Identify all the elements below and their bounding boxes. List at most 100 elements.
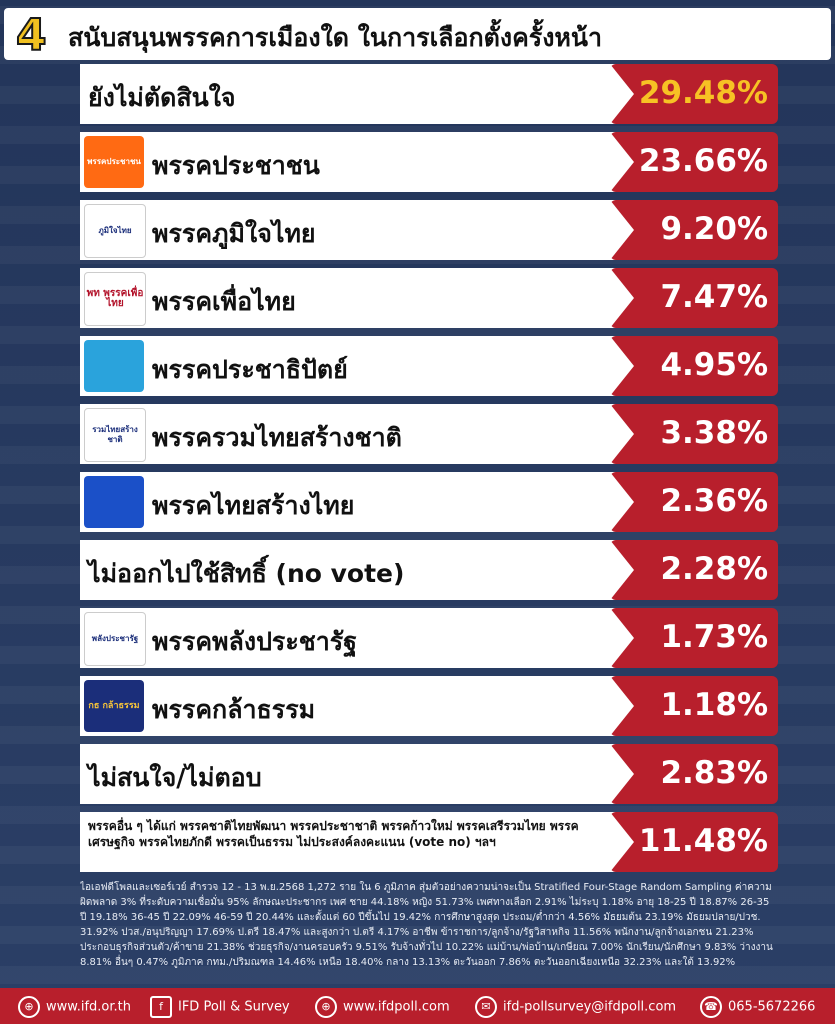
- result-row: พรรคไทยสร้างไทย 2.36%: [80, 472, 778, 532]
- row-label-panel: [80, 472, 640, 532]
- page-header: 4 สนับสนุนพรรคการเมืองใด ในการเลือกตั้งค…: [4, 8, 831, 62]
- row-label-panel: [80, 812, 640, 872]
- row-label-panel: [80, 132, 640, 192]
- row-label-panel: [80, 744, 640, 804]
- facebook-link[interactable]: f IFD Poll & Survey: [150, 996, 290, 1018]
- value-panel: [610, 812, 778, 872]
- category-label: ไม่ออกไปใช้สิทธิ์ (no vote): [88, 559, 405, 588]
- question-number: 4: [15, 9, 48, 62]
- globe-icon: ⊕: [315, 996, 337, 1018]
- party-logo-icon: พลังประชารัฐ: [84, 612, 146, 666]
- row-label-panel: [80, 64, 640, 124]
- result-row: ไม่ออกไปใช้สิทธิ์ (no vote) 2.28%: [80, 540, 778, 600]
- result-row: พรรคอื่น ๆ ได้แก่ พรรคชาติไทยพัฒนา พรรคป…: [80, 812, 778, 872]
- website-text: www.ifd.or.th: [46, 999, 131, 1015]
- party-logo-icon: พท พรรคเพื่อไทย: [84, 272, 146, 326]
- arrow-notch: [610, 132, 634, 192]
- arrow-notch: [610, 336, 634, 396]
- value-panel: [610, 540, 778, 600]
- party-logo-icon: [84, 476, 144, 528]
- party-logo-text: [84, 340, 144, 392]
- party-logo-text: พท พรรคเพื่อไทย: [86, 288, 144, 309]
- value-panel: [610, 64, 778, 124]
- row-label-panel: [80, 200, 640, 260]
- value-label: 7.47%: [660, 279, 768, 315]
- value-label: 23.66%: [638, 143, 768, 179]
- value-panel: [610, 336, 778, 396]
- value-panel: [610, 132, 778, 192]
- poll-site-link[interactable]: ⊕ www.ifdpoll.com: [315, 996, 450, 1018]
- row-label-panel: [80, 404, 640, 464]
- row-label-panel: [80, 540, 640, 600]
- category-label: พรรคเพื่อไทย: [152, 287, 296, 316]
- party-logo-icon: พรรคประชาชน: [84, 136, 144, 188]
- arrow-notch: [610, 200, 634, 260]
- party-logo-icon: รวมไทยสร้างชาติ: [84, 408, 146, 462]
- arrow-notch: [610, 608, 634, 668]
- value-label: 2.83%: [660, 755, 768, 791]
- party-logo-text: พลังประชารัฐ: [91, 634, 139, 643]
- category-label: พรรคประชาธิปัตย์: [152, 355, 348, 384]
- result-row: ไม่สนใจ/ไม่ตอบ 2.83%: [80, 744, 778, 804]
- poll-site-text: www.ifdpoll.com: [343, 999, 450, 1015]
- row-label-panel: [80, 336, 640, 396]
- value-panel: [610, 404, 778, 464]
- email-link[interactable]: ✉ ifd-pollsurvey@ifdpoll.com: [475, 996, 676, 1018]
- value-label: 1.18%: [660, 687, 768, 723]
- party-logo-icon: ภูมิใจไทย: [84, 204, 146, 258]
- arrow-notch: [610, 472, 634, 532]
- value-panel: [610, 268, 778, 328]
- globe-icon: ⊕: [18, 996, 40, 1018]
- category-label: พรรคภูมิใจไทย: [152, 219, 316, 248]
- category-label: พรรคประชาชน: [152, 151, 320, 180]
- value-panel: [610, 200, 778, 260]
- value-label: 1.73%: [660, 619, 768, 655]
- value-panel: [610, 472, 778, 532]
- survey-footnote: ไอเอฟดีโพลและเซอร์เวย์ สำรวจ 12 - 13 พ.ย…: [80, 882, 773, 968]
- category-label: ยังไม่ตัดสินใจ: [88, 83, 236, 112]
- result-row: พรรคประชาธิปัตย์ 4.95%: [80, 336, 778, 396]
- party-logo-icon: กธ กล้าธรรม: [84, 680, 144, 732]
- result-row: พลังประชารัฐ พรรคพลังประชารัฐ 1.73%: [80, 608, 778, 668]
- arrow-notch: [610, 676, 634, 736]
- result-row: กธ กล้าธรรม พรรคกล้าธรรม 1.18%: [80, 676, 778, 736]
- category-label: พรรคอื่น ๆ ได้แก่ พรรคชาติไทยพัฒนา พรรคป…: [88, 819, 579, 849]
- result-row: ภูมิใจไทย พรรคภูมิใจไทย 9.20%: [80, 200, 778, 260]
- result-row: รวมไทยสร้างชาติ พรรครวมไทยสร้างชาติ 3.38%: [80, 404, 778, 464]
- row-label-panel: [80, 268, 640, 328]
- arrow-notch: [610, 268, 634, 328]
- party-logo-icon: [84, 340, 144, 392]
- category-label: พรรคไทยสร้างไทย: [152, 491, 355, 520]
- value-label: 4.95%: [660, 347, 768, 383]
- phone-icon: ☎: [700, 996, 722, 1018]
- result-row: พท พรรคเพื่อไทย พรรคเพื่อไทย 7.47%: [80, 268, 778, 328]
- party-logo-text: รวมไทยสร้างชาติ: [92, 425, 138, 444]
- value-label: 2.28%: [660, 551, 768, 587]
- row-label-panel: [80, 608, 640, 668]
- mail-icon: ✉: [475, 996, 497, 1018]
- party-logo-text: ภูมิใจไทย: [98, 226, 132, 235]
- value-label: 11.48%: [638, 823, 768, 859]
- phone-link[interactable]: ☎ 065-5672266: [700, 996, 815, 1018]
- party-logo-text: [84, 476, 144, 528]
- arrow-notch: [610, 540, 634, 600]
- party-logo-text: พรรคประชาชน: [87, 157, 141, 166]
- result-row: พรรคประชาชน พรรคประชาชน 23.66%: [80, 132, 778, 192]
- value-label: 29.48%: [638, 75, 768, 111]
- category-label: พรรครวมไทยสร้างชาติ: [152, 423, 402, 452]
- row-label-panel: [80, 676, 640, 736]
- value-label: 9.20%: [660, 211, 768, 247]
- value-panel: [610, 744, 778, 804]
- facebook-icon: f: [150, 996, 172, 1018]
- arrow-notch: [610, 404, 634, 464]
- result-row: ยังไม่ตัดสินใจ 29.48%: [80, 64, 778, 124]
- website-link[interactable]: ⊕ www.ifd.or.th: [18, 996, 131, 1018]
- page-title: สนับสนุนพรรคการเมืองใด ในการเลือกตั้งครั…: [68, 23, 603, 52]
- contact-bar: ⊕ www.ifd.or.th f IFD Poll & Survey ⊕ www.i…: [0, 988, 835, 1024]
- email-text: ifd-pollsurvey@ifdpoll.com: [503, 999, 677, 1015]
- category-label: พรรคพลังประชารัฐ: [152, 627, 358, 656]
- facebook-text: IFD Poll & Survey: [178, 999, 290, 1015]
- category-label: ไม่สนใจ/ไม่ตอบ: [88, 763, 262, 792]
